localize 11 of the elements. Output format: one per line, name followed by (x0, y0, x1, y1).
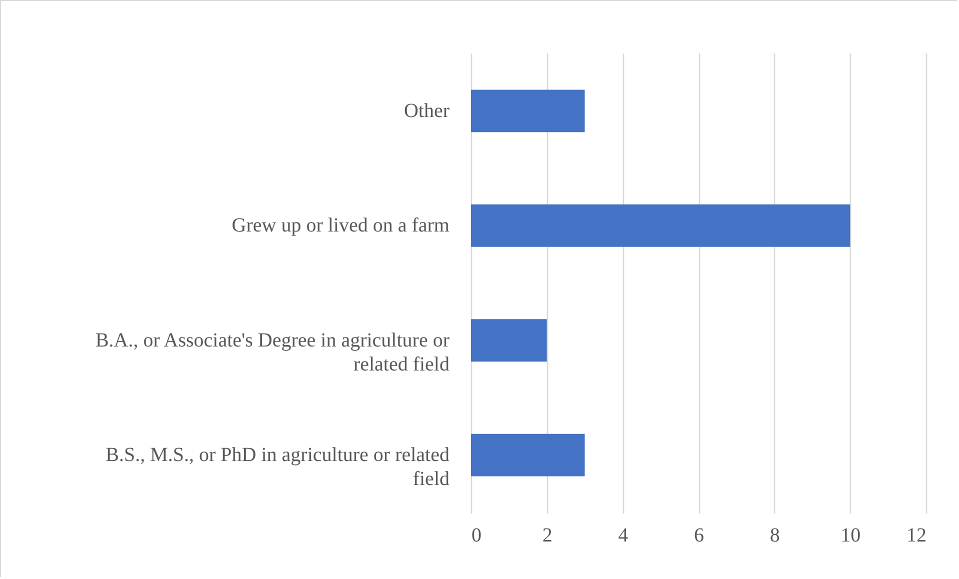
x-tick-label: 0 (472, 524, 482, 546)
x-tick-label: 6 (694, 524, 704, 546)
x-tick-label: 8 (770, 524, 780, 546)
x-tick-label: 12 (906, 524, 926, 546)
y-tick-label: Other (404, 100, 450, 122)
x-tick-label: 10 (840, 524, 861, 546)
x-tick-label: 2 (542, 524, 552, 546)
y-tick-label: B.A., or Associate's Degree in agriculture or related field (95, 329, 450, 376)
x-tick-label: 4 (618, 524, 628, 546)
y-tick-label: Grew up or lived on a farm (232, 214, 450, 237)
y-tick-label: B.S., M.S., or PhD in agriculture or related field (106, 444, 450, 490)
